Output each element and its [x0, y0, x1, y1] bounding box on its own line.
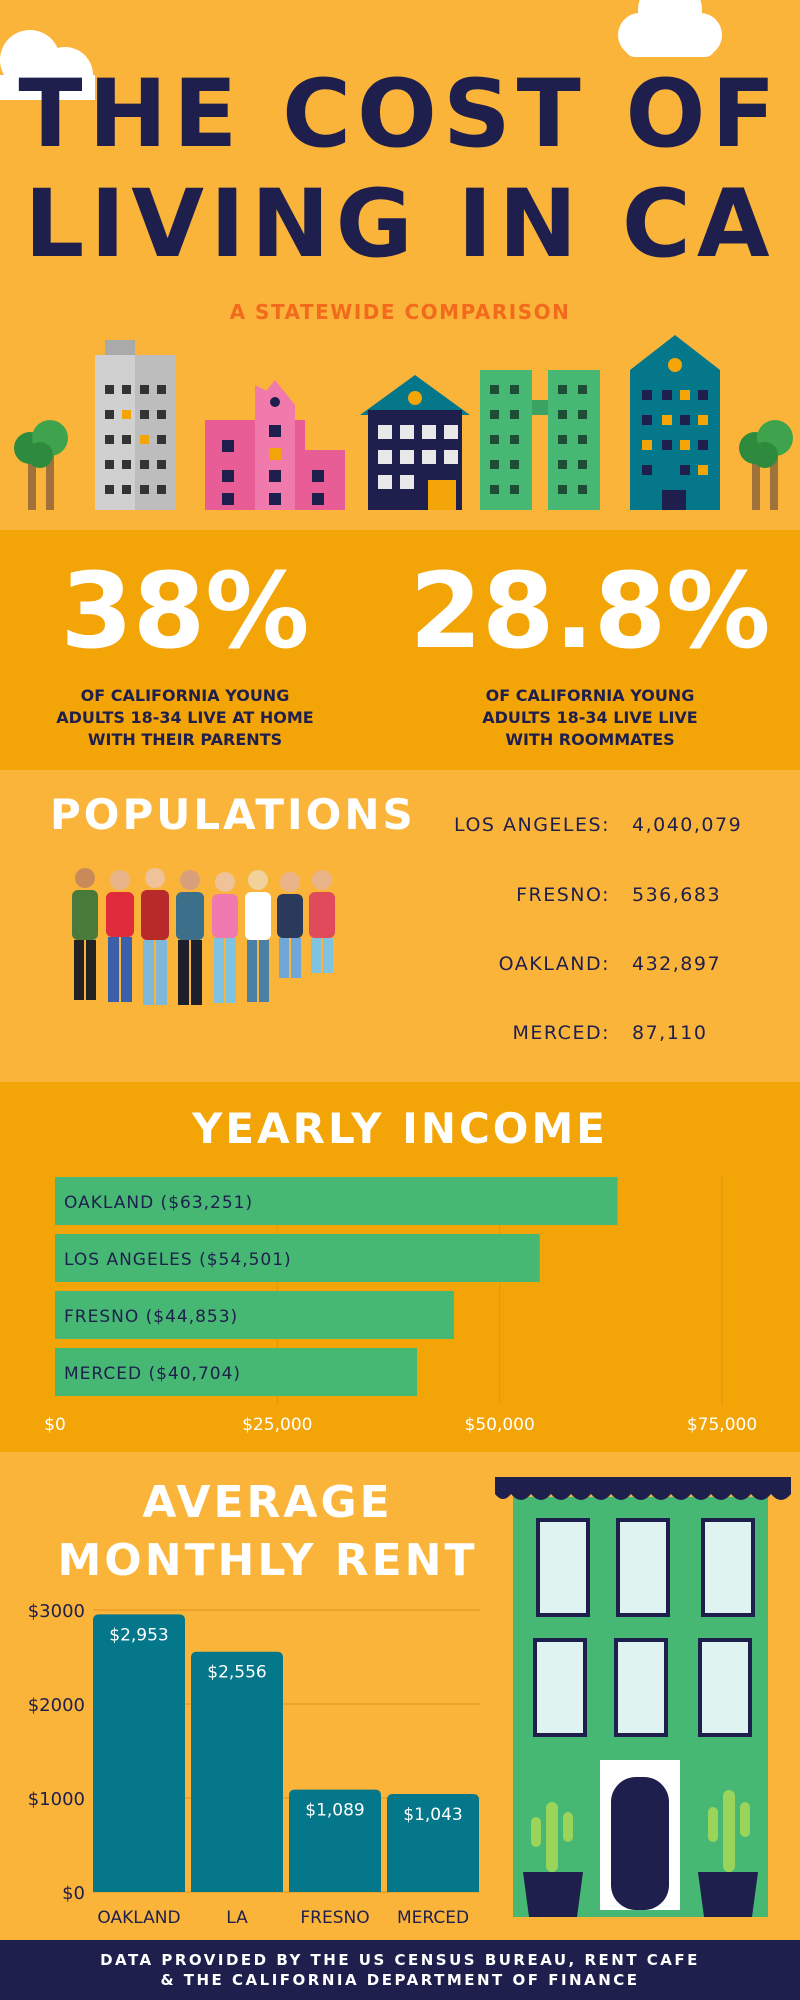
hero-section: THE COST OF LIVING IN CA A STATEWIDE COM…: [0, 0, 800, 530]
monthly-rent-section: AVERAGE MONTHLY RENT $0 $1000 $2000 $3000 $2…: [0, 1452, 800, 1940]
rent-bar-chart: $0 $1000 $2000 $3000 $2,953 OAKLAND $2,556 LA $1…: [28, 1602, 480, 1928]
y-tick-label: $3000: [28, 1602, 85, 1622]
population-value: 432,897: [632, 953, 722, 975]
population-city: FRESNO:: [516, 884, 610, 906]
population-row: MERCED: 87,110: [420, 1022, 780, 1052]
person-icon: [245, 870, 271, 1002]
yearly-income-section: YEARLY INCOME OAKLAND ($63,251) LOS ANGEL…: [0, 1082, 800, 1452]
income-bar: [55, 1234, 540, 1282]
stat-line: WITH ROOMMATES: [505, 730, 675, 749]
rent-bar: [289, 1789, 381, 1892]
rent-data-label: $1,089: [305, 1801, 364, 1821]
population-value: 4,040,079: [632, 814, 743, 836]
population-value: 536,683: [632, 884, 722, 906]
tree-icon: [14, 420, 68, 510]
person-icon: [72, 868, 98, 1000]
stat-value: 28.8%: [409, 550, 771, 672]
stat-description: OF CALIFORNIA YOUNG ADULTS 18-34 LIVE LI…: [400, 685, 780, 751]
income-bar-label: LOS ANGELES ($54,501): [64, 1250, 292, 1270]
person-icon: [277, 872, 303, 978]
title-line-2: LIVING IN CA: [24, 170, 776, 279]
stat-line: OF CALIFORNIA YOUNG: [80, 686, 290, 705]
stat-value: 38%: [60, 550, 310, 672]
building-icon: [630, 335, 720, 510]
y-tick-label: $0: [62, 1883, 85, 1904]
apartment-building-illustration: [495, 1477, 791, 1917]
stat-description: OF CALIFORNIA YOUNG ADULTS 18-34 LIVE AT…: [20, 685, 350, 751]
person-icon: [176, 870, 204, 1005]
building-icon: [205, 380, 345, 510]
income-bar-label: MERCED ($40,704): [64, 1364, 241, 1384]
footer-source-text: DATA PROVIDED BY THE US CENSUS BUREAU, R…: [0, 1950, 800, 1990]
building-icon: [360, 375, 470, 510]
stat-line: OF CALIFORNIA YOUNG: [485, 686, 695, 705]
tree-icon: [739, 420, 793, 510]
person-icon: [106, 870, 134, 1002]
stat-line: WITH THEIR PARENTS: [87, 730, 283, 749]
cactus-icon: [523, 1802, 583, 1917]
x-category-label: OAKLAND: [97, 1908, 180, 1928]
y-tick-label: $1000: [28, 1789, 85, 1810]
x-tick-label: $50,000: [465, 1415, 535, 1435]
stat-line: ADULTS 18-34 LIVE LIVE: [482, 708, 698, 727]
x-category-label: LA: [226, 1908, 248, 1928]
population-city: OAKLAND:: [498, 953, 610, 975]
footer-line-1: DATA PROVIDED BY THE US CENSUS BUREAU, R…: [100, 1951, 700, 1969]
building-icon: [480, 370, 600, 510]
populations-title: POPULATIONS: [50, 790, 416, 839]
income-bar: [55, 1348, 417, 1396]
rent-data-label: $2,953: [109, 1625, 168, 1645]
footer: DATA PROVIDED BY THE US CENSUS BUREAU, R…: [0, 1940, 800, 2000]
population-row: LOS ANGELES: 4,040,079: [420, 814, 780, 844]
population-row: OAKLAND: 432,897: [420, 953, 780, 983]
stat-line: ADULTS 18-34 LIVE AT HOME: [56, 708, 314, 727]
cactus-icon: [698, 1790, 758, 1917]
income-chart-title: YEARLY INCOME: [192, 1104, 608, 1153]
rent-data-label: $1,043: [403, 1805, 462, 1825]
income-bar-label: FRESNO ($44,853): [64, 1307, 238, 1327]
population-city: MERCED:: [512, 1022, 610, 1044]
footer-line-2: & THE CALIFORNIA DEPARTMENT OF FINANCE: [160, 1971, 640, 1989]
rent-bar: [387, 1793, 479, 1892]
rent-title-line-2: MONTHLY RENT: [57, 1535, 478, 1586]
rent-chart-title: AVERAGE MONTHLY RENT: [40, 1474, 495, 1590]
title-line-1: THE COST OF: [18, 60, 782, 169]
rent-data-label: $2,556: [207, 1663, 266, 1683]
people-group-illustration: [72, 868, 335, 1005]
person-icon: [212, 872, 238, 1003]
city-skyline-illustration: [14, 335, 793, 510]
x-tick-label: $75,000: [687, 1415, 757, 1435]
x-category-label: FRESNO: [300, 1908, 369, 1928]
income-bar-chart: OAKLAND ($63,251) LOS ANGELES ($54,501) FR…: [44, 1177, 757, 1435]
income-bar-label: OAKLAND ($63,251): [64, 1193, 253, 1213]
y-tick-label: $2000: [28, 1695, 85, 1716]
page-subtitle: A STATEWIDE COMPARISON: [229, 300, 571, 324]
person-icon: [141, 868, 169, 1005]
person-icon: [309, 870, 335, 973]
population-value: 87,110: [632, 1022, 708, 1044]
cloud-right: [618, 0, 722, 57]
population-row: FRESNO: 536,683: [420, 884, 780, 914]
cloud-left: [0, 30, 95, 100]
stats-band: 38% OF CALIFORNIA YOUNG ADULTS 18-34 LIV…: [0, 530, 800, 770]
income-bar: [55, 1177, 618, 1225]
rent-bar: [93, 1614, 185, 1892]
building-icon: [95, 340, 175, 510]
x-category-label: MERCED: [397, 1908, 469, 1928]
page-title: THE COST OF LIVING IN CA: [0, 60, 800, 280]
populations-section: POPULATIONS LOS ANGELES: 4,040,079: [0, 770, 800, 1082]
x-tick-label: $0: [44, 1415, 66, 1435]
income-bar: [55, 1291, 454, 1339]
rent-bar: [191, 1651, 283, 1892]
population-city: LOS ANGELES:: [454, 814, 610, 836]
rent-title-line-1: AVERAGE: [142, 1477, 393, 1528]
x-tick-label: $25,000: [242, 1415, 312, 1435]
